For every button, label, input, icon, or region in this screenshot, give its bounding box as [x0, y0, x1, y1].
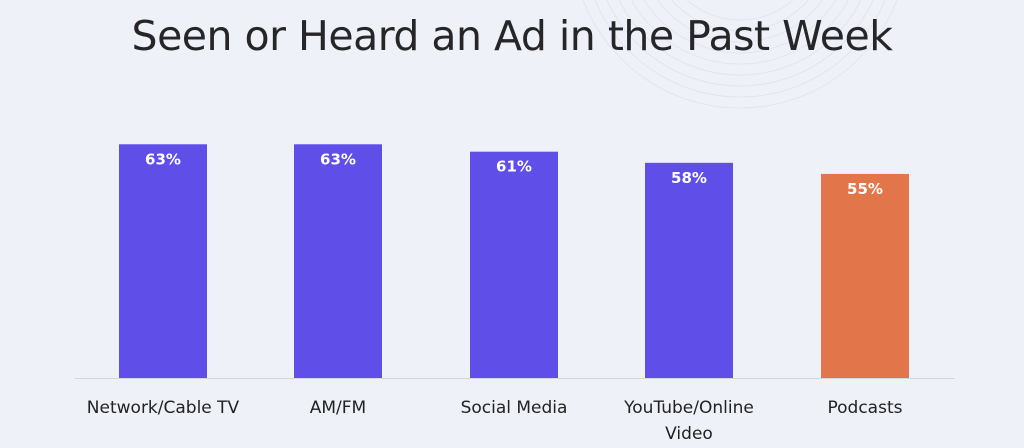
bar-4: [821, 173, 909, 378]
background-arc: [618, 0, 862, 76]
data-label: 61%: [496, 158, 532, 176]
x-tick-label: Network/Cable TV: [87, 398, 240, 418]
data-label: 58%: [671, 169, 707, 187]
background-arc: [582, 0, 898, 109]
data-label: 55%: [847, 180, 883, 198]
x-tick-label: AM/FM: [310, 398, 366, 418]
bar-2: [470, 151, 558, 378]
background-arc: [686, 0, 794, 21]
x-tick-label: Podcasts: [828, 398, 903, 418]
chart-title: Seen or Heard an Ad in the Past Week: [131, 12, 893, 60]
data-label: 63%: [320, 150, 356, 168]
background-arc: [643, 0, 837, 54]
background-arc: [670, 0, 810, 32]
bar-1: [294, 144, 382, 378]
background-arc: [656, 0, 824, 43]
background-arc: [594, 0, 886, 98]
x-tick-label: Video: [665, 424, 713, 444]
background-arc: [630, 0, 850, 65]
bar-0: [119, 144, 207, 378]
background-arc: [606, 0, 874, 87]
bar-3: [645, 162, 733, 378]
data-label: 63%: [145, 150, 181, 168]
x-tick-label: YouTube/Online: [623, 398, 754, 418]
x-tick-label: Social Media: [461, 398, 568, 418]
